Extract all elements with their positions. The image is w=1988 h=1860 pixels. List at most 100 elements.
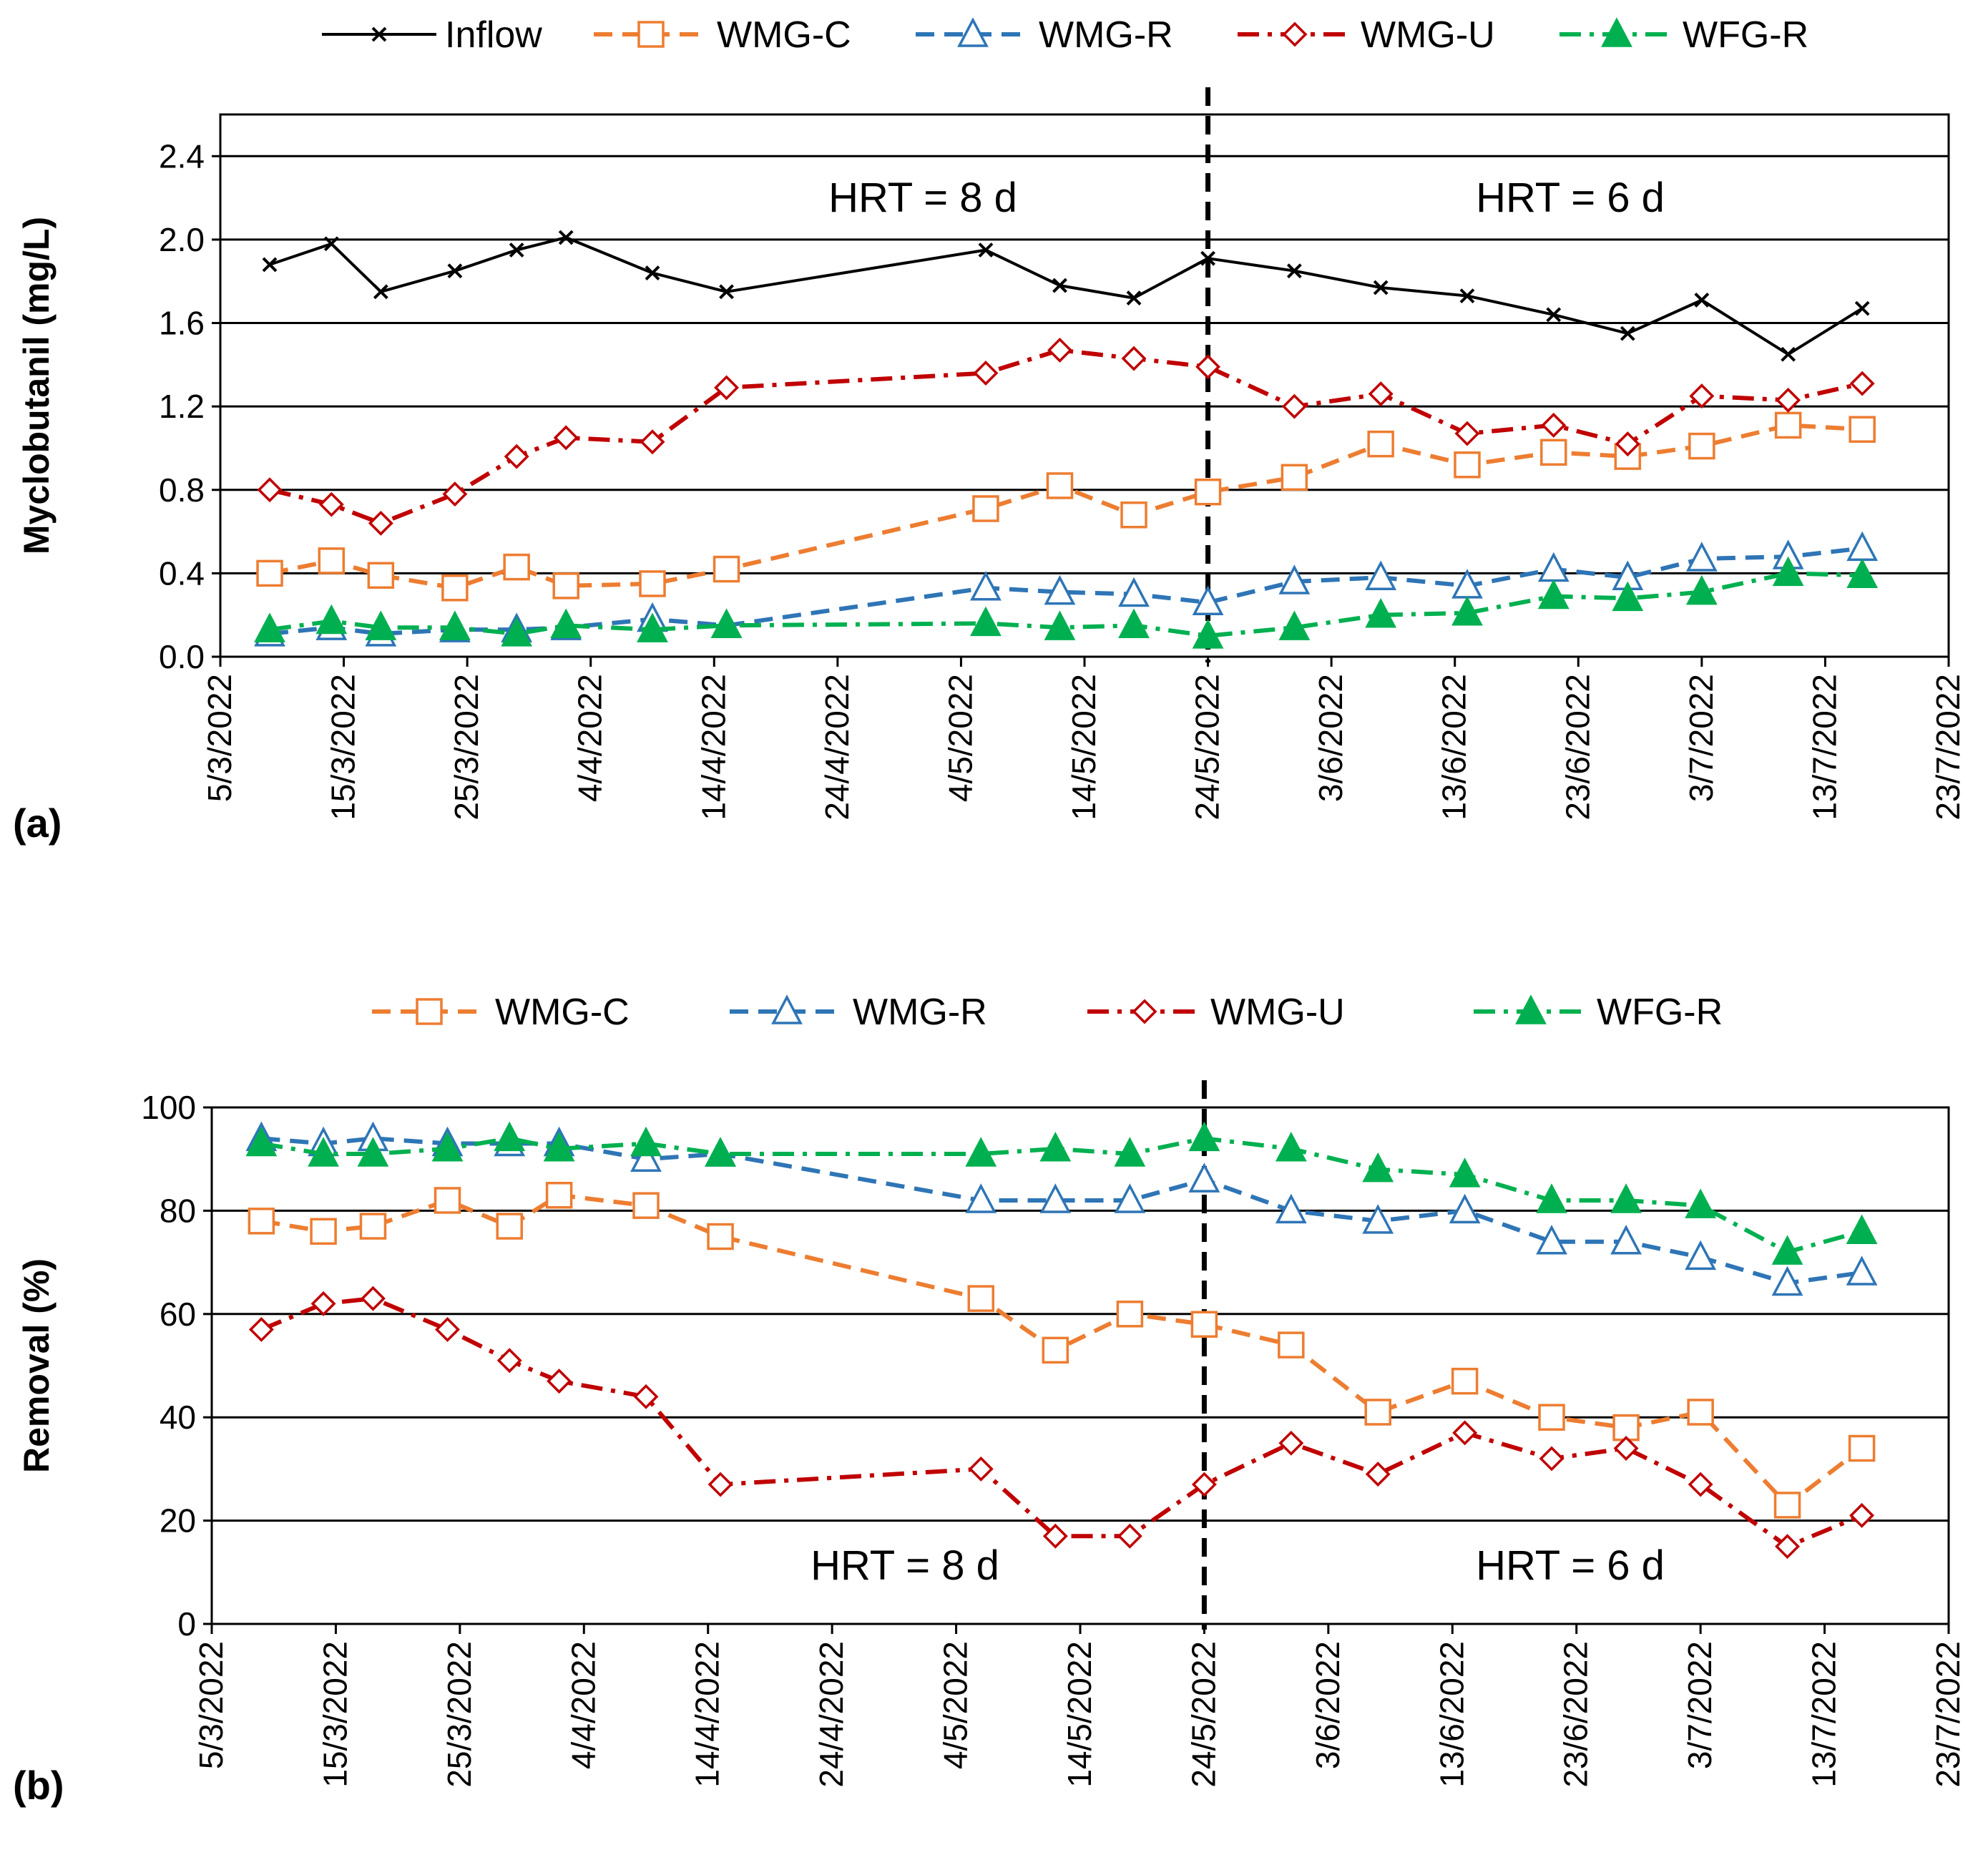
point-wmg-c-9 <box>1046 472 1074 499</box>
point-inflow-2-b <box>373 284 388 300</box>
point-wmg-u-5 <box>553 425 579 451</box>
point-wmg-r-19 <box>1846 531 1879 562</box>
x-tick-label-9: 3/6/2022 <box>1309 1641 1346 1769</box>
x-tick-label-3: 4/4/2022 <box>564 1641 602 1769</box>
point-wfg-r-18 <box>1772 556 1804 587</box>
point-wmg-c-0 <box>248 1208 275 1235</box>
legend-item-wmg-r: WMG-R <box>730 992 987 1033</box>
legend-item-inflow: Inflow <box>322 14 542 56</box>
legend-marker-wmg-r <box>957 17 989 47</box>
point-wfg-r-14 <box>1449 1157 1481 1188</box>
point-wfg-r-2 <box>365 610 397 640</box>
point-wfg-r-7 <box>705 1137 736 1167</box>
point-wmg-c-11 <box>1190 1311 1218 1338</box>
point-wmg-r-15 <box>1537 552 1570 582</box>
series-wfg-r <box>245 1121 1878 1265</box>
point-wmg-c-8 <box>967 1285 995 1312</box>
legend-label-wmg-u: WMG-U <box>1361 14 1495 56</box>
x-tick-label-14: 23/7/2022 <box>1929 1641 1967 1788</box>
point-inflow-3-b <box>447 263 463 279</box>
point-wfg-r-2 <box>357 1137 389 1167</box>
x-tick-label-11: 23/6/2022 <box>1559 674 1596 821</box>
point-wmg-u-0 <box>257 477 283 503</box>
point-wfg-r-10 <box>1114 1137 1146 1167</box>
series-line-wfg-r <box>269 571 1863 638</box>
point-inflow-9-b <box>1052 278 1067 293</box>
point-wmg-u-14 <box>1452 1420 1478 1446</box>
point-wfg-r-10 <box>1118 608 1150 639</box>
point-wmg-u-13 <box>1368 381 1394 407</box>
point-wmg-c-1 <box>310 1218 337 1245</box>
point-inflow-4 <box>509 243 524 258</box>
point-wmg-u-14 <box>1454 421 1480 446</box>
point-wmg-u-9 <box>1047 337 1072 363</box>
point-wfg-r-9 <box>1039 1132 1072 1162</box>
x-tick-label-7: 14/5/2022 <box>1065 674 1102 821</box>
point-inflow-15-b <box>1546 307 1562 323</box>
point-wmg-c-3 <box>434 1187 461 1214</box>
legend-label-wmg-r: WMG-R <box>853 992 987 1033</box>
point-wfg-r-1 <box>308 1137 339 1167</box>
point-wmg-u-16 <box>1615 431 1640 457</box>
point-inflow-19-b <box>1854 300 1870 316</box>
point-wmg-c-17 <box>1688 432 1715 460</box>
point-wmg-c-14 <box>1451 1367 1479 1395</box>
legend-item-wmg-u: WMG-U <box>1238 14 1495 56</box>
legend: WMG-C WMG-R WMG-U WFG-R <box>372 992 1723 1033</box>
point-wfg-r-8 <box>970 606 1002 637</box>
point-wmg-c-5 <box>545 1181 573 1209</box>
point-wfg-r-0 <box>245 1126 278 1157</box>
point-wfg-r-17 <box>1685 1188 1717 1218</box>
annotation-hrt-6d: HRT = 6 d <box>1476 1542 1665 1589</box>
point-wfg-r-6 <box>630 1126 662 1157</box>
annotation-hrt-6d: HRT = 6 d <box>1476 175 1665 221</box>
series-inflow <box>262 230 1870 362</box>
series-line-wmg-u <box>269 348 1863 526</box>
series-line-inflow <box>269 236 1864 356</box>
x-tick-label-13: 13/7/2022 <box>1806 1641 1843 1788</box>
point-wfg-r-18 <box>1771 1235 1803 1265</box>
plot-frame <box>219 113 1950 658</box>
point-wmg-c-7 <box>713 555 740 583</box>
point-wmg-c-6 <box>639 570 666 597</box>
point-wmg-u-2 <box>368 510 393 536</box>
point-wmg-r-11 <box>1192 585 1224 615</box>
point-wfg-r-12 <box>1278 610 1311 640</box>
y-axis-label: Myclobutanil (mg/L) <box>16 217 57 554</box>
point-wmg-u-19 <box>1849 1502 1875 1528</box>
point-inflow-4-b <box>509 243 524 258</box>
point-wmg-c-19 <box>1849 416 1876 443</box>
panel-label: (a) <box>13 801 62 846</box>
y-tick-label-2: 0.8 <box>159 471 205 509</box>
point-wmg-r-10 <box>1118 577 1150 607</box>
legend-label-inflow: Inflow <box>445 14 542 56</box>
point-wfg-r-9 <box>1044 610 1076 640</box>
point-inflow-6-b <box>645 265 660 280</box>
y-tick-label-4: 1.6 <box>159 305 205 342</box>
x-tick-label-9: 3/6/2022 <box>1312 674 1349 802</box>
point-inflow-3 <box>447 263 463 279</box>
point-wmg-r-8 <box>970 571 1002 601</box>
y-tick-label-2: 40 <box>160 1399 196 1436</box>
point-wmg-u-18 <box>1775 1534 1801 1560</box>
legend-marker-inflow-b <box>371 26 387 42</box>
point-wmg-c-15 <box>1540 439 1567 466</box>
panel-b-chart: 0 20 40 60 80 100 5/3/2022 15/3/2022 25/3/2022 4/… <box>13 992 1967 1808</box>
point-wmg-c-18 <box>1773 1492 1801 1519</box>
legend-marker-wfg-r <box>1515 994 1547 1024</box>
annotation-hrt-8d: HRT = 8 d <box>811 1542 999 1589</box>
point-wmg-u-11 <box>1195 354 1221 380</box>
point-wmg-c-14 <box>1454 451 1481 479</box>
point-wmg-u-11 <box>1191 1472 1217 1497</box>
point-wfg-r-19 <box>1846 558 1879 589</box>
series-line-wfg-r <box>260 1136 1863 1255</box>
legend-marker-wmg-u <box>1282 21 1308 47</box>
point-inflow-13 <box>1373 280 1389 295</box>
point-wmg-r-9 <box>1044 574 1076 605</box>
legend-marker-wmg-u <box>1132 999 1157 1024</box>
x-tick-label-2: 25/3/2022 <box>441 1641 478 1788</box>
point-wmg-u-1 <box>310 1291 336 1316</box>
point-inflow-12 <box>1286 263 1302 279</box>
point-wmg-c-11 <box>1194 478 1222 506</box>
x-tick-label-4: 14/4/2022 <box>695 674 732 821</box>
